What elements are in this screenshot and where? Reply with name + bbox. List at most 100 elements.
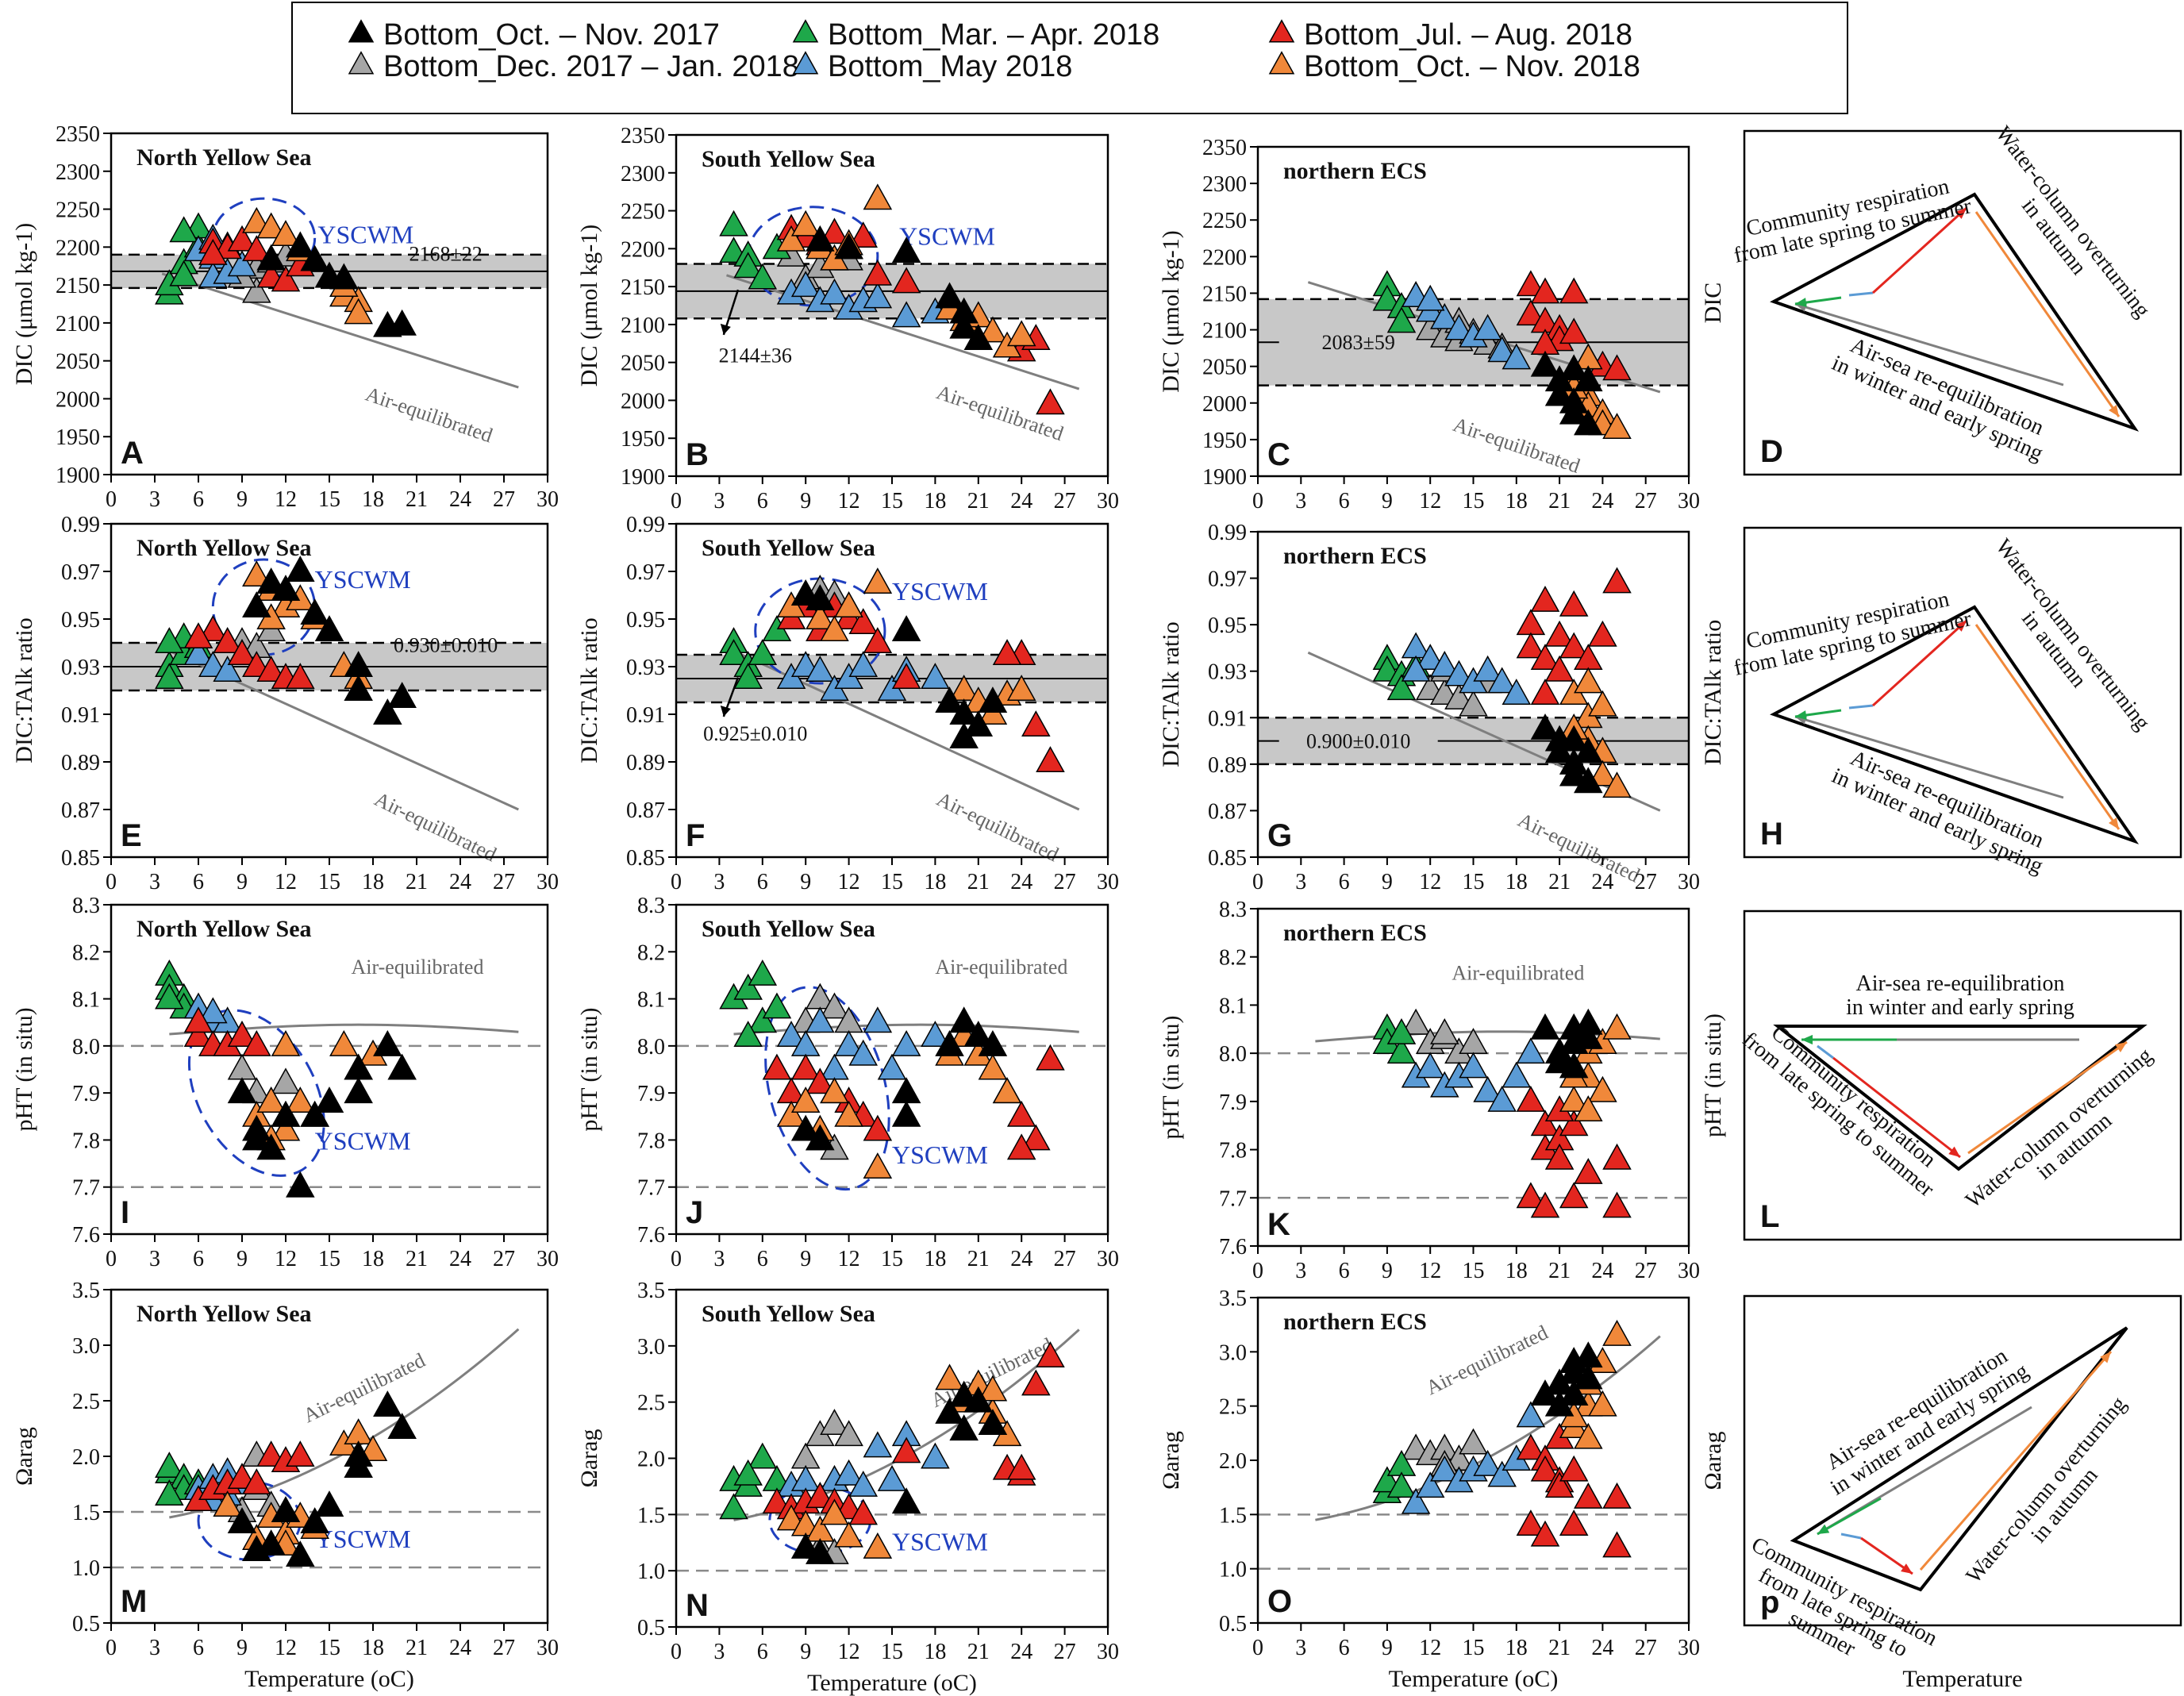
marker-jul18-0 [183, 1021, 213, 1047]
marker-may18-6 [1487, 1085, 1517, 1112]
x-tick-label-15: 15 [318, 1636, 340, 1660]
x-tick-label-3: 3 [713, 1247, 725, 1271]
marker-jul18-1 [213, 627, 242, 653]
air-equilibrated-label: Air-equilibrated [933, 787, 1063, 866]
marker-jul18-7 [1530, 1191, 1560, 1218]
y-tick-label-5: 8.1 [637, 988, 665, 1013]
marker-jul18-5 [1559, 1455, 1589, 1482]
arrow-green-head [1795, 710, 1807, 721]
marker-oct17-7 [344, 675, 373, 701]
x-tick-label-27: 27 [1054, 1247, 1076, 1271]
y-tick-label-0: 0.85 [1208, 846, 1247, 871]
marker-dec17-0 [1401, 1008, 1431, 1035]
marker-jul18-4 [1544, 1143, 1575, 1170]
panel-letter: F [686, 818, 705, 853]
x-tick-label-9: 9 [800, 1640, 811, 1664]
x-tick-label-24: 24 [449, 870, 471, 894]
marker-oct17-4 [949, 1006, 979, 1033]
y-tick-label-5: 3.0 [1219, 1340, 1247, 1365]
y-tick-label-6: 0.97 [61, 560, 100, 585]
marker-dec17-3 [1459, 690, 1488, 717]
marker-jul18-9 [1602, 354, 1632, 381]
x-tick-label-21: 21 [1548, 1259, 1571, 1283]
x-tick-label-3: 3 [149, 487, 160, 512]
air-equilibrated-label: Air-equilibrated [935, 956, 1067, 979]
marker-jul18-0 [1516, 609, 1546, 636]
marker-oct18-4 [834, 591, 863, 617]
marker-oct17-4 [963, 324, 994, 350]
arrow-blue [1817, 1044, 1834, 1060]
marker-may18-7 [877, 1053, 907, 1080]
marker-jul18-9 [1574, 1482, 1603, 1509]
x-tick-label-15: 15 [881, 870, 903, 894]
marker-oct18-10 [935, 1363, 964, 1390]
marker-oct17-5 [387, 309, 417, 336]
panel-K: Air-equilibrated 0 3 6 9 12 15 18 21 24 27 30 7.6 7.7… [1158, 898, 1700, 1283]
marker-dec17-5 [1430, 1017, 1459, 1044]
x-tick-label-0: 0 [1252, 1636, 1263, 1660]
y-axis-label: Ωarag [576, 1429, 602, 1488]
marker-oct17-7 [978, 686, 1008, 713]
marker-jul18-6 [848, 1498, 879, 1525]
marker-jul18-1 [1530, 277, 1560, 304]
x-tick-label-21: 21 [1548, 489, 1571, 513]
label-air-sea-line-1: in winter and early spring [1846, 995, 2074, 1020]
y-tick-label-6: 3.5 [72, 1279, 100, 1303]
label-air-sea-line-0: Air-sea re-equilibration [1856, 971, 2065, 996]
marker-may18-5 [198, 997, 228, 1024]
x-tick-label-6: 6 [193, 487, 204, 512]
y-tick-label-6: 0.97 [626, 560, 665, 585]
x-tick-label-18: 18 [362, 1636, 384, 1660]
x-tick-label-24: 24 [1591, 870, 1613, 894]
y-tick-label-0: 7.6 [1219, 1235, 1247, 1260]
x-tick-label-6: 6 [193, 1636, 204, 1660]
marker-may18-2 [1430, 650, 1459, 677]
x-tick-label-3: 3 [713, 1640, 725, 1664]
x-tick-label-9: 9 [236, 870, 248, 894]
marker-may18-9 [921, 1021, 950, 1047]
marker-oct17-3 [891, 1077, 921, 1104]
y-tick-label-5: 3.0 [72, 1334, 100, 1359]
panel-I: Air-equilibrated YSCWM 0 3 6 9 12 15 18 21 24 27 30 7… [11, 894, 559, 1271]
marker-oct17-10 [373, 1029, 402, 1056]
yscwm-label: YSCWM [892, 1528, 988, 1556]
panel-F: Air-equilibrated YSCWM 0.925±0.010 0 3 6 9 12 15… [576, 513, 1119, 894]
marker-oct18-6 [1574, 1422, 1603, 1449]
arrow-green [1817, 1497, 1882, 1536]
band-label: 2144±36 [719, 344, 792, 367]
marker-oct17-5 [1574, 409, 1603, 436]
x-tick-label-24: 24 [1591, 489, 1613, 513]
marker-jul18-10 [1021, 1369, 1051, 1396]
marker-oct18-5 [863, 183, 893, 210]
marker-oct18-10 [1006, 675, 1036, 701]
yscwm-label: YSCWM [315, 565, 411, 594]
marker-jul18-5 [256, 1440, 286, 1467]
x-tick-label-27: 27 [1054, 870, 1076, 894]
x-tick-label-21: 21 [967, 489, 990, 513]
x-tick-label-27: 27 [493, 870, 515, 894]
y-tick-label-0: 0.85 [61, 846, 100, 871]
y-tick-label-6: 3.5 [1219, 1286, 1247, 1311]
marker-mar18-3 [1386, 306, 1417, 333]
marker-oct18-1 [790, 210, 821, 237]
marker-oct17-0 [1530, 1013, 1560, 1040]
marker-may18-6 [863, 1006, 893, 1033]
marker-mar18-5 [733, 1459, 763, 1486]
x-tick-label-18: 18 [1505, 1259, 1528, 1283]
marker-may18-1 [1415, 644, 1445, 671]
marker-jul18-5 [848, 221, 879, 248]
marker-jul18-2 [1516, 299, 1546, 326]
marker-oct17-2 [242, 1124, 271, 1151]
panel-O: Air-equilibrated 0 3 6 9 12 15 18 21 24 27 30 0.5 1.0… [1158, 1286, 1700, 1692]
marker-mar18-2 [748, 960, 778, 986]
marker-jul18-6 [863, 627, 893, 653]
marker-oct18-2 [271, 220, 301, 246]
y-tick-label-9: 2350 [1202, 136, 1247, 160]
marker-oct17-3 [329, 263, 359, 290]
x-tick-label-9: 9 [236, 1247, 248, 1271]
marker-jul18-3 [1530, 644, 1560, 671]
y-tick-label-3: 2.0 [72, 1445, 100, 1470]
